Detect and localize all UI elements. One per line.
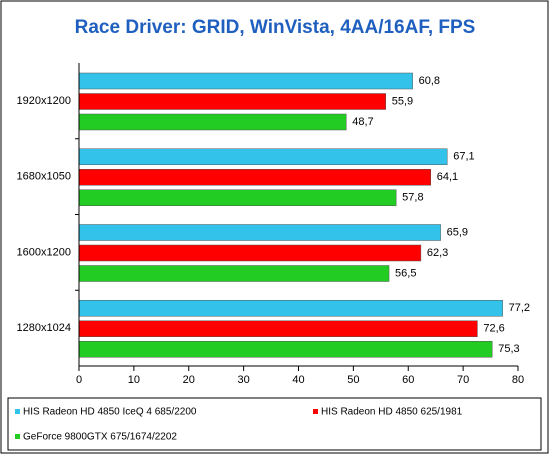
bar — [78, 148, 448, 165]
bar — [78, 93, 387, 110]
value-label: 64,1 — [437, 171, 458, 183]
bar — [78, 169, 431, 186]
x-tick-label: 10 — [128, 374, 140, 386]
chart-title: Race Driver: GRID, WinVista, 4AA/16AF, F… — [75, 17, 476, 38]
x-tick-label: 20 — [183, 374, 195, 386]
x-tick-label: 40 — [292, 374, 304, 386]
y-tick-label: 1920x1200 — [17, 95, 71, 107]
x-tick-label: 80 — [512, 374, 524, 386]
legend-swatch — [15, 434, 20, 439]
bar — [78, 72, 413, 90]
value-label: 55,9 — [392, 95, 413, 107]
legend-swatch — [313, 409, 318, 414]
y-tick-label: 1680x1050 — [17, 171, 71, 183]
value-label: 75,3 — [498, 343, 519, 355]
legend-label: GeForce 9800GTX 675/1674/2202 — [23, 432, 177, 443]
y-tick-label: 1600x1200 — [17, 246, 71, 258]
bar — [78, 113, 347, 131]
value-label: 48,7 — [352, 116, 373, 128]
legend-label: HIS Radeon HD 4850 625/1981 — [321, 407, 463, 418]
legend-label: HIS Radeon HD 4850 IceQ 4 685/2200 — [23, 407, 197, 418]
bar — [78, 265, 390, 282]
x-tick-label: 50 — [347, 374, 359, 386]
value-label: 67,1 — [453, 151, 474, 163]
bar — [78, 320, 478, 337]
bar — [78, 341, 493, 358]
legend — [7, 397, 542, 451]
value-label: 60,8 — [419, 75, 440, 87]
value-label: 56,5 — [395, 267, 416, 279]
bar — [78, 189, 397, 206]
x-tick-label: 0 — [76, 374, 82, 386]
bar — [78, 224, 441, 241]
value-label: 77,2 — [509, 302, 530, 314]
value-label: 57,8 — [402, 192, 423, 204]
x-tick-label: 30 — [238, 374, 250, 386]
value-label: 65,9 — [447, 226, 468, 238]
y-tick-label: 1280x1024 — [17, 322, 71, 334]
value-label: 72,6 — [483, 323, 504, 335]
value-label: 62,3 — [427, 247, 448, 259]
bar — [78, 300, 503, 317]
legend-swatch — [15, 409, 20, 414]
x-tick-label: 60 — [402, 374, 414, 386]
bar — [78, 244, 422, 262]
x-tick-label: 70 — [457, 374, 469, 386]
